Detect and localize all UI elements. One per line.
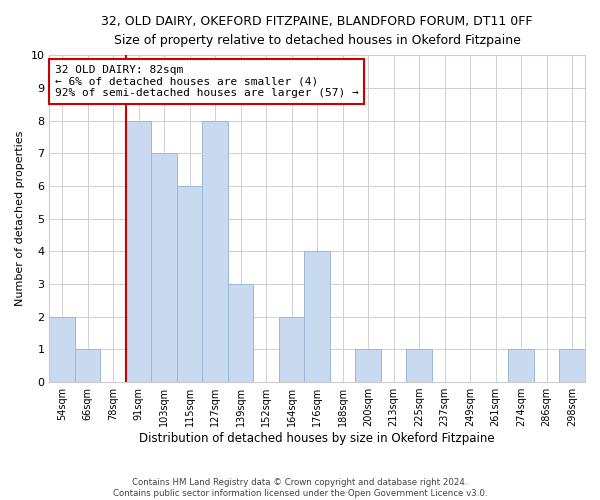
Bar [228, 284, 253, 382]
Bar [177, 186, 202, 382]
Bar [151, 153, 177, 382]
Bar [559, 350, 585, 382]
Bar [202, 120, 228, 382]
Bar [49, 316, 75, 382]
Text: Contains HM Land Registry data © Crown copyright and database right 2024.
Contai: Contains HM Land Registry data © Crown c… [113, 478, 487, 498]
Title: 32, OLD DAIRY, OKEFORD FITZPAINE, BLANDFORD FORUM, DT11 0FF
Size of property rel: 32, OLD DAIRY, OKEFORD FITZPAINE, BLANDF… [101, 15, 533, 47]
Bar [406, 350, 432, 382]
X-axis label: Distribution of detached houses by size in Okeford Fitzpaine: Distribution of detached houses by size … [139, 432, 495, 445]
Text: 32 OLD DAIRY: 82sqm
← 6% of detached houses are smaller (4)
92% of semi-detached: 32 OLD DAIRY: 82sqm ← 6% of detached hou… [55, 65, 359, 98]
Bar [126, 120, 151, 382]
Y-axis label: Number of detached properties: Number of detached properties [15, 131, 25, 306]
Bar [508, 350, 534, 382]
Bar [279, 316, 304, 382]
Bar [355, 350, 381, 382]
Bar [75, 350, 100, 382]
Bar [304, 252, 330, 382]
